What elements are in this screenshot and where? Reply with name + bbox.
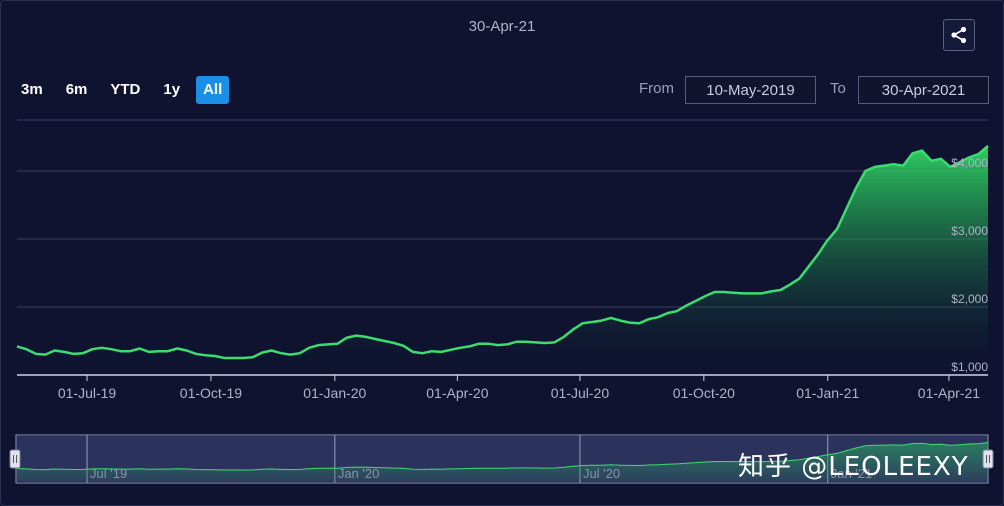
navigator-label: Jan '21 <box>831 466 873 481</box>
range-selector: 3m 6m YTD 1y All <box>14 76 238 104</box>
from-date-input[interactable] <box>685 76 816 104</box>
range-button-3m[interactable]: 3m <box>21 81 43 98</box>
navigator-label: Jul '19 <box>90 466 127 481</box>
x-tick-label: 01-Oct-19 <box>180 385 242 401</box>
series-line <box>16 144 989 360</box>
navigator-label: Jan '20 <box>338 466 380 481</box>
y-tick-label: $2,000 <box>951 292 988 306</box>
share-button[interactable] <box>943 19 975 51</box>
x-axis-ticks: 01-Jul-19 01-Oct-19 01-Jan-20 01-Apr-20 01-J… <box>58 375 980 401</box>
x-tick-label: 01-Jul-19 <box>58 385 117 401</box>
y-tick-label: $1,000 <box>951 360 988 374</box>
x-tick-label: 01-Apr-20 <box>426 385 488 401</box>
navigator-label: Jul '20 <box>583 466 620 481</box>
range-button-all[interactable]: All <box>196 76 230 104</box>
x-tick-label: 01-Jan-21 <box>796 385 859 401</box>
navigator-handle-right[interactable] <box>982 449 994 469</box>
navigator-handle-left[interactable] <box>9 449 21 469</box>
range-button-6m[interactable]: 6m <box>65 81 88 98</box>
to-label: To <box>830 80 846 97</box>
y-tick-label: $4,000 <box>951 156 988 170</box>
to-date-input[interactable] <box>858 76 989 104</box>
series-area <box>17 145 988 375</box>
y-axis-ticks: $1,000 $2,000 $3,000 $4,000 <box>951 156 988 374</box>
x-tick-label: 01-Apr-21 <box>918 385 980 401</box>
current-date-label: 30-Apr-21 <box>468 18 536 35</box>
from-label: From <box>639 80 674 97</box>
y-tick-label: $3,000 <box>951 224 988 238</box>
x-tick-label: 01-Oct-20 <box>673 385 735 401</box>
navigator-line <box>16 442 989 471</box>
range-button-1y[interactable]: 1y <box>163 81 181 98</box>
share-icon <box>951 26 967 44</box>
navigator-area <box>17 442 988 481</box>
navigator-labels: Jul '19 Jan '20 Jul '20 Jan '21 <box>90 466 872 481</box>
range-button-ytd[interactable]: YTD <box>110 81 141 98</box>
watermark: 知乎 @LEOLEEXY <box>738 452 969 482</box>
navigator[interactable]: Jul '19 Jan '20 Jul '20 Jan '21 <box>9 434 994 484</box>
x-tick-label: 01-Jan-20 <box>303 385 366 401</box>
x-tick-label: 01-Jul-20 <box>551 385 610 401</box>
